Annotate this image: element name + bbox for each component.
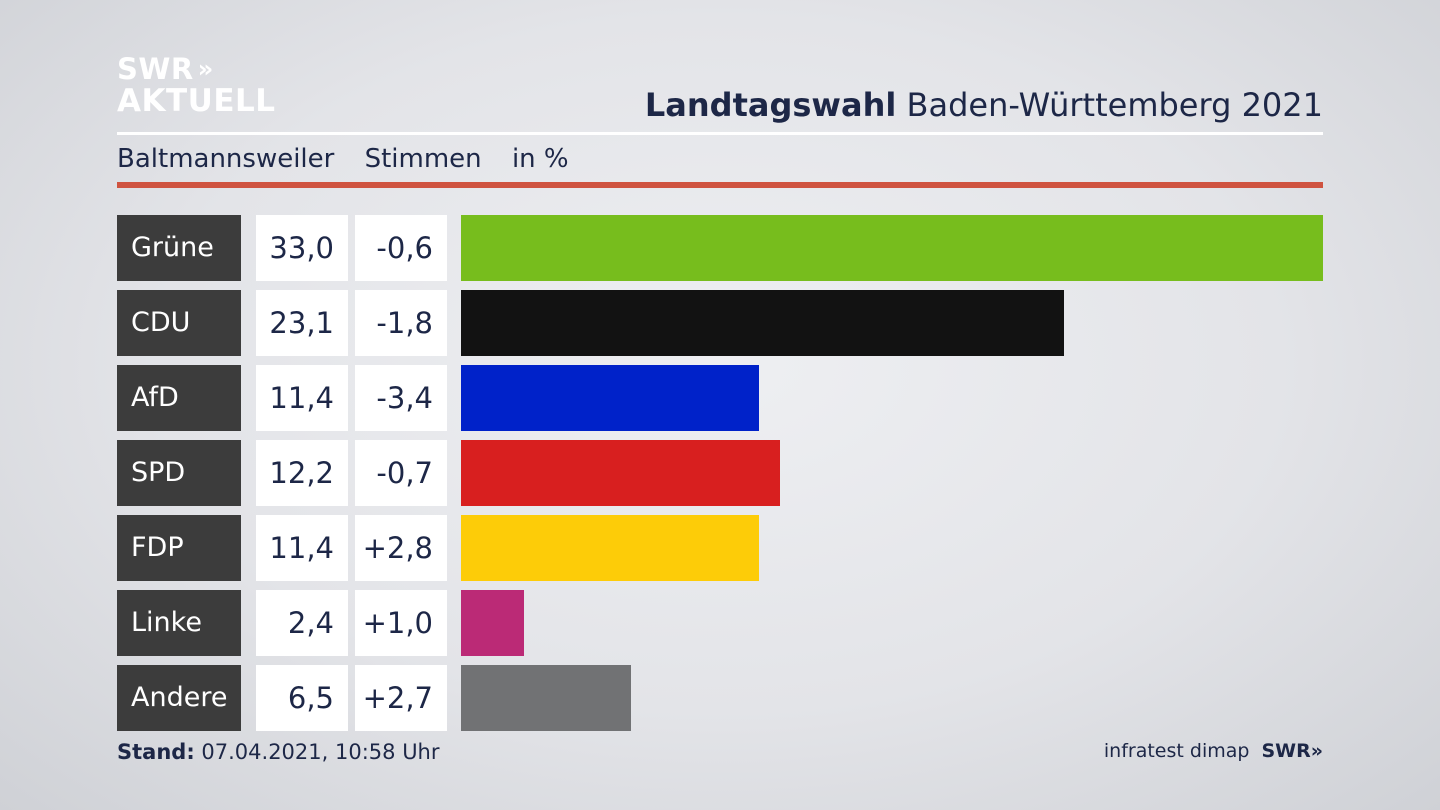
bar: [461, 440, 780, 506]
header-divider: [117, 132, 1323, 135]
logo-swr: SWR: [117, 52, 194, 86]
bar: [461, 215, 1323, 281]
logo-arrows-icon: »: [197, 55, 213, 83]
party-label: CDU: [117, 290, 241, 356]
source-swr-logo: SWR»: [1261, 740, 1323, 762]
value-label: 11,4: [256, 515, 348, 581]
subtitle-measure: Stimmen: [364, 144, 482, 174]
source-arrows-icon: »: [1310, 740, 1323, 762]
chart-subtitle: Baltmannsweiler Stimmen in %: [117, 144, 591, 174]
party-label: AfD: [117, 365, 241, 431]
chart-row: CDU 23,1 -1,8: [117, 290, 1323, 356]
chart-title-bold: Landtagswahl: [644, 86, 897, 124]
stand-label: Stand:: [117, 740, 195, 764]
party-label: Linke: [117, 590, 241, 656]
logo-aktuell: AKTUELL: [117, 83, 276, 119]
stand-value: 07.04.2021, 10:58 Uhr: [201, 740, 440, 764]
swr-aktuell-logo: SWR» AKTUELL: [117, 54, 276, 118]
chart-row: Grüne 33,0 -0,6: [117, 215, 1323, 281]
value-label: 33,0: [256, 215, 348, 281]
value-label: 2,4: [256, 590, 348, 656]
subtitle-unit: in %: [511, 144, 569, 174]
bar: [461, 590, 524, 656]
change-label: -0,7: [355, 440, 447, 506]
change-label: +2,8: [355, 515, 447, 581]
source-label: infratest dimap: [1103, 740, 1250, 762]
party-label: Andere: [117, 665, 241, 731]
bar: [461, 290, 1064, 356]
change-label: +2,7: [355, 665, 447, 731]
bar: [461, 515, 759, 581]
subtitle-divider: [117, 182, 1323, 188]
value-label: 11,4: [256, 365, 348, 431]
chart-row: FDP 11,4 +2,8: [117, 515, 1323, 581]
chart-row: Andere 6,5 +2,7: [117, 665, 1323, 731]
source-swr-text: SWR: [1261, 740, 1311, 762]
change-label: +1,0: [355, 590, 447, 656]
footer-stand: Stand: 07.04.2021, 10:58 Uhr: [117, 740, 440, 764]
subtitle-place: Baltmannsweiler: [117, 144, 335, 174]
chart-title-rest: Baden-Württemberg 2021: [906, 86, 1324, 124]
chart-row: SPD 12,2 -0,7: [117, 440, 1323, 506]
value-label: 12,2: [256, 440, 348, 506]
party-label: FDP: [117, 515, 241, 581]
party-label: Grüne: [117, 215, 241, 281]
value-label: 23,1: [256, 290, 348, 356]
chart-title: Landtagswahl Baden-Württemberg 2021: [645, 86, 1323, 124]
change-label: -3,4: [355, 365, 447, 431]
change-label: -0,6: [355, 215, 447, 281]
party-label: SPD: [117, 440, 241, 506]
footer-source: infratest dimap SWR»: [1104, 740, 1323, 762]
chart-row: AfD 11,4 -3,4: [117, 365, 1323, 431]
bar: [461, 365, 759, 431]
value-label: 6,5: [256, 665, 348, 731]
chart-row: Linke 2,4 +1,0: [117, 590, 1323, 656]
bar: [461, 665, 631, 731]
change-label: -1,8: [355, 290, 447, 356]
